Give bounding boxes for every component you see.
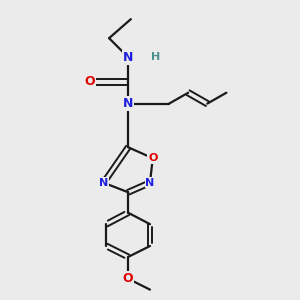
Text: N: N	[99, 178, 108, 188]
Text: H: H	[151, 52, 160, 62]
Text: O: O	[123, 272, 134, 285]
Text: O: O	[85, 75, 95, 88]
Text: N: N	[123, 97, 134, 110]
Text: N: N	[146, 178, 154, 188]
Text: N: N	[123, 51, 134, 64]
Text: O: O	[148, 153, 158, 163]
